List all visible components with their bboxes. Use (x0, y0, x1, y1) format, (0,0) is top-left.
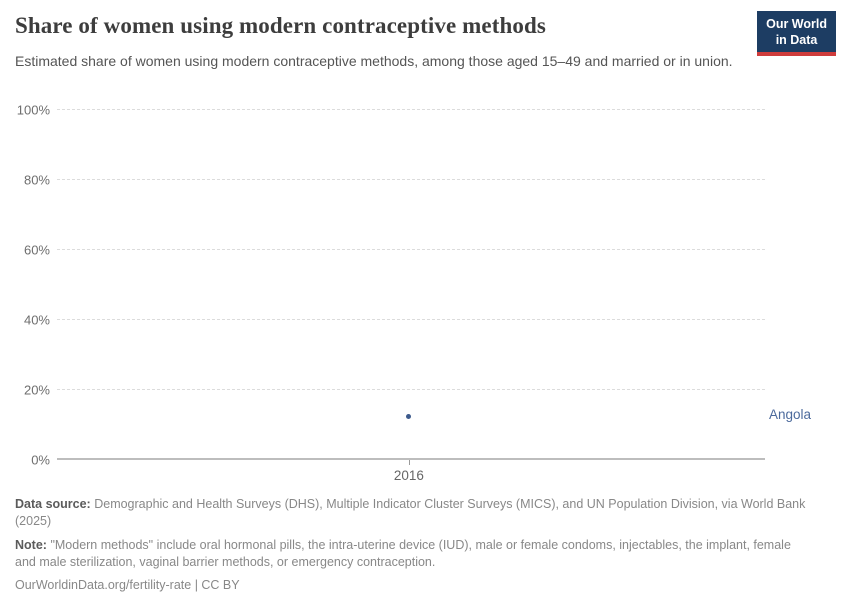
owid-logo: Our World in Data (757, 11, 836, 57)
note-text: "Modern methods" include oral hormonal p… (15, 537, 791, 569)
owid-logo-line2: in Data (775, 32, 818, 47)
y-gridline (57, 109, 765, 110)
series-entity-label[interactable]: Angola (769, 407, 812, 423)
x-axis-tick-label: 2016 (393, 468, 424, 483)
chart-subtitle: Estimated share of women using modern co… (15, 53, 733, 69)
y-axis-tick-label: 20% (23, 382, 50, 398)
y-gridline (57, 179, 765, 180)
chart-footer: Data source: Demographic and Health Surv… (15, 496, 810, 600)
y-gridline (57, 389, 765, 390)
data-source-label: Data source: (15, 497, 91, 511)
y-gridline (57, 319, 765, 320)
x-axis-tick-mark (408, 460, 410, 465)
y-axis-tick-label: 60% (23, 242, 50, 258)
owid-logo-line1: Our World (766, 17, 827, 31)
y-axis-tick-label: 40% (23, 312, 50, 328)
data-source-text: Demographic and Health Surveys (DHS), Mu… (15, 497, 806, 529)
y-axis-tick-label: 100% (16, 102, 50, 118)
data-source-line: Data source: Demographic and Health Surv… (15, 496, 810, 531)
y-axis-tick-label: 80% (23, 172, 50, 188)
data-point[interactable] (406, 413, 412, 419)
footer-link[interactable]: OurWorldinData.org/fertility-rate | CC B… (15, 578, 240, 592)
note-label: Note: (15, 537, 47, 552)
page-title: Share of women using modern contraceptiv… (15, 13, 546, 38)
x-axis-line (57, 458, 765, 460)
note-line: Note: "Modern methods" include oral horm… (15, 537, 810, 572)
y-axis-tick-label: 0% (31, 452, 50, 468)
y-gridline (57, 249, 765, 250)
scatter-plot-area: 0% 20% 40% 60% 80% 100% 2016 Angola (17, 104, 811, 484)
